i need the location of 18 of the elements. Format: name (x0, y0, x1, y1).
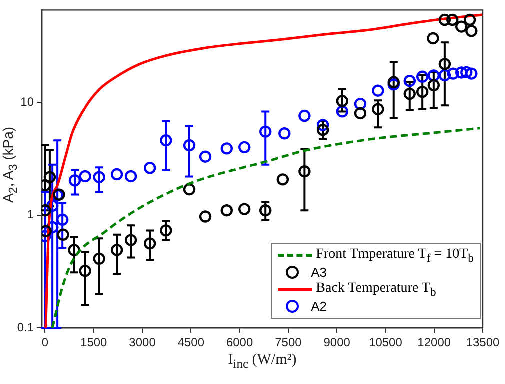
y-tick-label: 0.1 (17, 320, 34, 334)
legend-label: Front Tmperature T$_{f}$ = 10T$_{b}$ (316, 246, 474, 264)
x-tick-label: 3000 (129, 336, 156, 350)
y-tick-label: 10 (20, 94, 34, 109)
x-axis-title: I$_{inc}$ (W/m²) (227, 352, 298, 372)
x-tick-label: 4500 (178, 336, 205, 350)
x-tick-label: 1500 (80, 336, 108, 350)
x-tick-label: 7500 (275, 336, 302, 350)
legend-label: A3 (311, 265, 328, 280)
legend-label: A2 (311, 299, 328, 314)
x-tick-label: 6000 (226, 336, 254, 350)
y-tick-label: 1 (27, 208, 34, 222)
legend-label: Back Temperature T$_{b}$ (316, 280, 436, 298)
x-tick-label: 9000 (324, 336, 351, 350)
x-tick-label: 10500 (369, 336, 403, 350)
x-tick-label: 12000 (418, 336, 452, 350)
x-tick-label: 13500 (466, 336, 500, 350)
x-tick-label: 0 (42, 336, 49, 350)
